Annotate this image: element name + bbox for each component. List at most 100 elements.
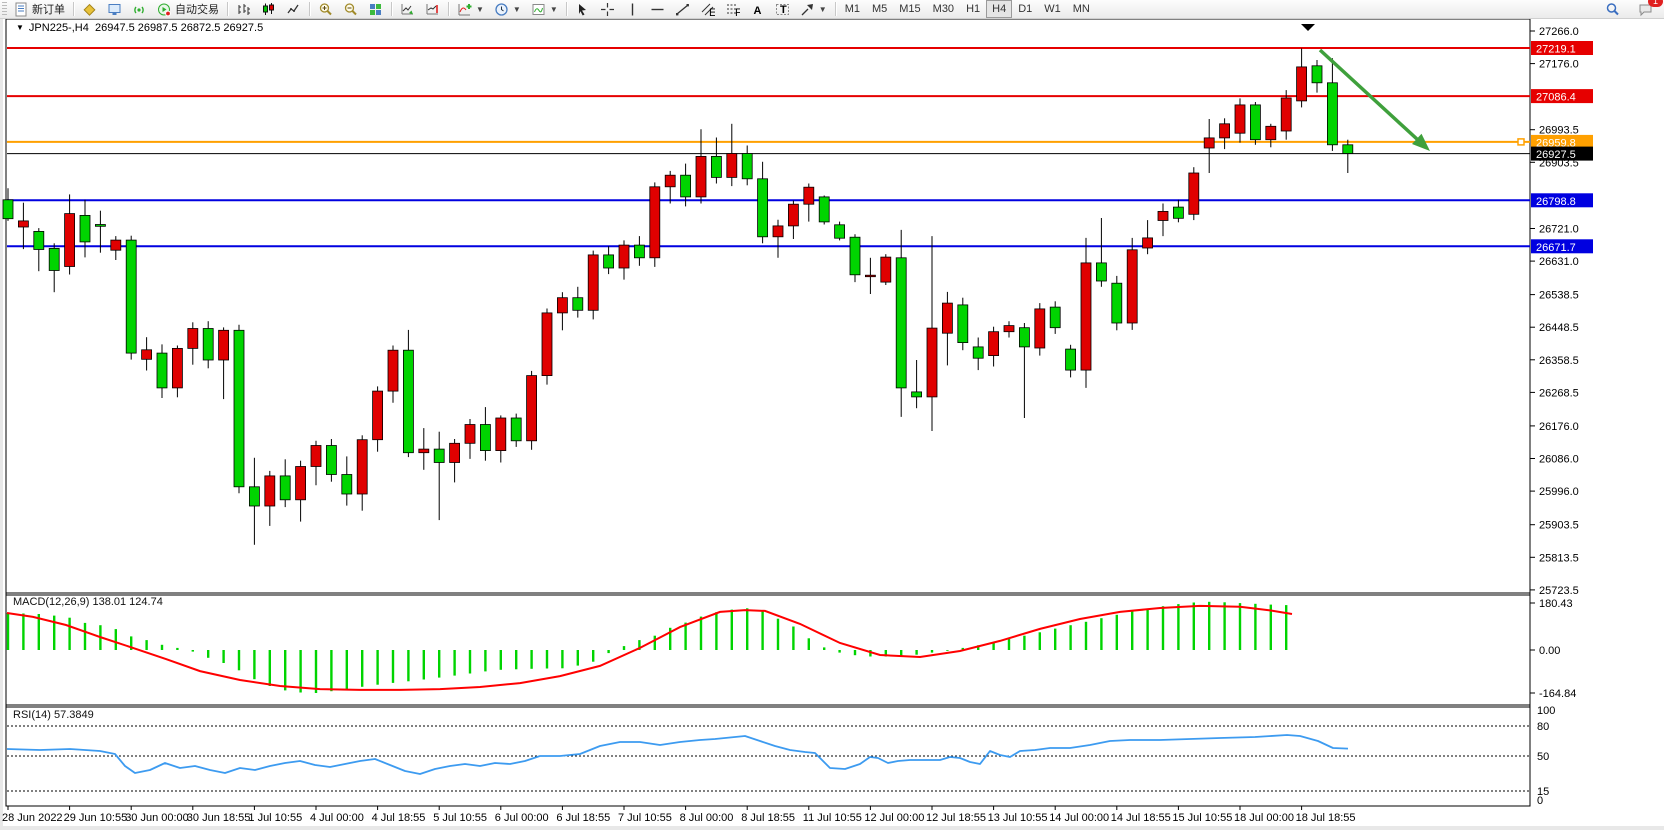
signals-button[interactable] bbox=[127, 0, 152, 18]
candles-icon bbox=[263, 2, 274, 15]
timeframe-m1-button[interactable]: M1 bbox=[844, 3, 860, 15]
svg-text:F: F bbox=[735, 7, 740, 17]
candle-body bbox=[603, 254, 614, 269]
text-button[interactable]: A bbox=[745, 0, 770, 18]
macd-signal-line bbox=[6, 604, 1293, 691]
zoom-out-button[interactable] bbox=[338, 0, 363, 18]
arrows-button[interactable]: ▼ bbox=[795, 0, 832, 18]
candle-body bbox=[895, 257, 907, 389]
auto-scroll-button[interactable] bbox=[395, 0, 420, 18]
channel-icon: E bbox=[701, 3, 715, 17]
new-order-button[interactable]: 新订单 bbox=[9, 0, 70, 18]
candle-body bbox=[557, 297, 568, 314]
price-level-badge bbox=[1531, 193, 1593, 208]
cursor-icon bbox=[578, 3, 586, 15]
indicators-icon bbox=[458, 3, 472, 15]
candle-body bbox=[849, 236, 861, 276]
chartshift-icon bbox=[426, 3, 438, 14]
trend-arrow-head[interactable] bbox=[1412, 133, 1430, 151]
time-tick-label: 18 Jul 00:00 bbox=[1234, 812, 1294, 824]
time-tick-label: 30 Jun 18:55 bbox=[187, 812, 251, 824]
price-tick-label: 26176.0 bbox=[1539, 421, 1579, 433]
chart-collapse-icon[interactable]: ▼ bbox=[16, 23, 24, 32]
tile-windows-button[interactable] bbox=[363, 0, 388, 18]
rsi-indicator-label: RSI(14) 57.3849 bbox=[13, 709, 94, 721]
candle-body bbox=[233, 329, 245, 488]
chart-shift-button[interactable] bbox=[420, 0, 445, 18]
candle-body bbox=[341, 474, 353, 495]
timeframe-m5-button[interactable]: M5 bbox=[871, 3, 888, 15]
periods-button[interactable]: ▼ bbox=[489, 0, 526, 18]
timeframe-mn-button[interactable]: MN bbox=[1072, 3, 1090, 15]
candle-body bbox=[310, 445, 322, 467]
tile-icon bbox=[370, 3, 381, 15]
price-level-badge-text: 26959.8 bbox=[1536, 137, 1576, 149]
label-button[interactable]: T bbox=[770, 0, 795, 18]
cursor-button[interactable] bbox=[570, 0, 595, 18]
dropdown-caret-icon: ▼ bbox=[549, 4, 558, 14]
clock-icon bbox=[495, 2, 508, 16]
toolbar-separator bbox=[448, 2, 449, 16]
trend-arrow-line[interactable] bbox=[1318, 48, 1424, 146]
candle-body bbox=[156, 352, 168, 389]
fibonacci-button[interactable]: F bbox=[720, 0, 745, 18]
vertical-line-button[interactable] bbox=[620, 0, 645, 18]
candle-chart-button[interactable] bbox=[256, 0, 281, 18]
candle-body bbox=[125, 239, 137, 354]
timeframe-m15-button[interactable]: M15 bbox=[899, 3, 921, 15]
chart-plot-area[interactable] bbox=[6, 19, 1530, 593]
time-tick-label: 4 Jul 00:00 bbox=[310, 812, 364, 824]
candle-body bbox=[1203, 137, 1215, 149]
timeframe-h4-button[interactable]: H4 bbox=[986, 0, 1013, 18]
toolbar-main-group: 新订单 自动交易 ▼ ▼ ▼ E F A T ▼ M1 M5 M15 M30 H1 H4 D1 W1 MN bbox=[0, 0, 1600, 18]
market-watch-button[interactable] bbox=[77, 0, 102, 18]
timeframe-w1-button[interactable]: W1 bbox=[1044, 3, 1061, 15]
crosshair-button[interactable] bbox=[595, 0, 620, 18]
level-line-handle[interactable] bbox=[1517, 138, 1525, 146]
price-level-badge-text: 27219.1 bbox=[1536, 44, 1576, 56]
chart-shift-marker[interactable] bbox=[1301, 24, 1315, 31]
candle-body bbox=[711, 155, 722, 178]
toolbar-grip bbox=[2, 2, 7, 16]
trendline-button[interactable] bbox=[670, 0, 695, 18]
candle-body bbox=[988, 331, 999, 357]
time-axis[interactable] bbox=[6, 806, 1530, 828]
timeframe-h1-button[interactable]: H1 bbox=[966, 3, 981, 15]
bars-icon bbox=[238, 3, 250, 15]
timeframe-d1-button[interactable]: D1 bbox=[1018, 3, 1033, 15]
macd-pane[interactable] bbox=[6, 596, 1530, 704]
candle-body bbox=[33, 230, 45, 250]
price-tick-label: 26721.0 bbox=[1539, 224, 1579, 236]
rsi-pane[interactable] bbox=[6, 708, 1530, 805]
price-axis[interactable] bbox=[1530, 19, 1664, 806]
candle-body bbox=[2, 199, 14, 220]
horizontal-line-button[interactable] bbox=[645, 0, 670, 18]
candle-body bbox=[1003, 325, 1015, 333]
time-tick-label: 18 Jul 18:55 bbox=[1296, 812, 1356, 824]
templates-button[interactable]: ▼ bbox=[526, 0, 563, 18]
line-chart-button[interactable] bbox=[281, 0, 306, 18]
candle-body bbox=[1327, 82, 1338, 146]
bar-chart-button[interactable] bbox=[231, 0, 256, 18]
zoom-in-button[interactable] bbox=[313, 0, 338, 18]
time-tick-label: 6 Jul 18:55 bbox=[556, 812, 610, 824]
rsi-axis-label: 50 bbox=[1537, 751, 1549, 763]
price-tick-label: 26993.5 bbox=[1539, 125, 1579, 137]
auto-trading-button[interactable]: 自动交易 bbox=[152, 0, 224, 18]
time-tick-label: 4 Jul 18:55 bbox=[372, 812, 426, 824]
candle-body bbox=[926, 327, 938, 398]
timeframe-m30-button[interactable]: M30 bbox=[932, 3, 955, 15]
rsi-axis-label: 0 bbox=[1537, 795, 1543, 807]
profiles-button[interactable] bbox=[102, 0, 127, 18]
candle-body bbox=[1188, 172, 1200, 215]
diamond-icon bbox=[83, 3, 96, 16]
indicators-button[interactable]: ▼ bbox=[452, 0, 489, 18]
channel-button[interactable]: E bbox=[695, 0, 720, 18]
notifications-button[interactable]: 1 bbox=[1633, 0, 1663, 18]
search-button[interactable] bbox=[1600, 0, 1625, 18]
candle-body bbox=[1265, 125, 1277, 141]
candle-body bbox=[1065, 348, 1076, 371]
candle-body bbox=[495, 417, 507, 451]
